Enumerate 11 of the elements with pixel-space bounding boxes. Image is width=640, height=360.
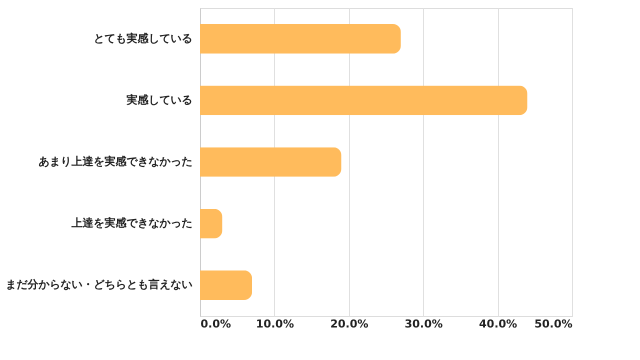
y-tick-label: まだ分からない・どちらとも言えない [6,278,192,292]
x-tick-label: 10.0% [256,318,294,330]
x-tick-label: 20.0% [330,318,368,330]
x-tick-label: 40.0% [479,318,518,330]
x-tick-label: 50.0% [534,318,572,330]
y-tick-label: 上達を実感できなかった [70,216,192,230]
x-tick-label: 30.0% [404,318,443,330]
x-tick-label: 0.0% [200,318,232,330]
y-tick-label: あまり上達を実感できなかった [38,155,192,168]
y-tick-label: 実感している [126,93,192,106]
y-tick-label: とても実感している [94,32,192,45]
